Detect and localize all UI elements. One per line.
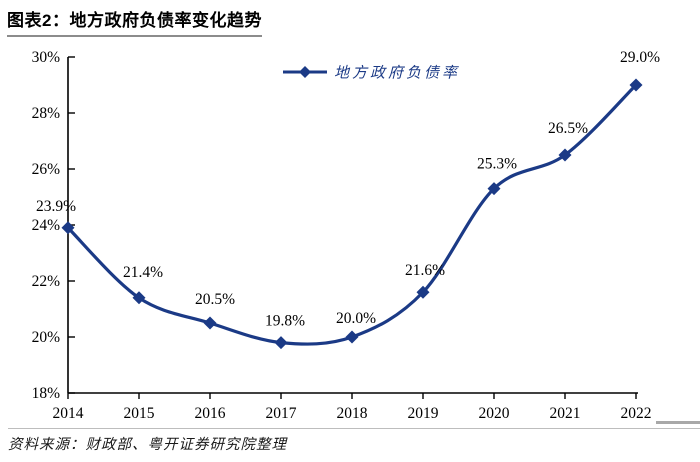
y-tick-label: 24% bbox=[32, 217, 61, 234]
data-point-marker-2021 bbox=[558, 148, 572, 162]
series-line bbox=[66, 83, 638, 346]
source-note: 资料来源：财政部、粤开证券研究院整理 bbox=[8, 437, 287, 453]
figure-title: 图表2：地方政府负债率变化趋势 bbox=[7, 6, 262, 37]
data-point-label-2019: 21.6% bbox=[405, 262, 445, 279]
data-point-marker-2022 bbox=[629, 78, 643, 92]
y-tick-label: 30% bbox=[32, 49, 61, 66]
footer-divider-end-cap bbox=[656, 421, 700, 424]
legend-marker-icon bbox=[299, 66, 311, 78]
data-point-marker-2019 bbox=[416, 285, 430, 299]
data-point-label-2018: 20.0% bbox=[336, 310, 376, 327]
y-tick-label: 26% bbox=[32, 161, 61, 178]
legend-label: 地方政府负债率 bbox=[334, 65, 460, 82]
footer-divider bbox=[8, 428, 700, 429]
data-point-label-2022: 29.0% bbox=[620, 49, 660, 66]
x-tick-label: 2016 bbox=[195, 405, 226, 422]
data-point-marker-2017 bbox=[274, 336, 288, 350]
x-tick-label: 2017 bbox=[266, 405, 297, 422]
data-point-label-2017: 19.8% bbox=[265, 313, 305, 330]
data-point-marker-2014 bbox=[61, 221, 75, 235]
x-tick-label: 2019 bbox=[408, 405, 439, 422]
data-point-marker-2015 bbox=[132, 291, 146, 305]
x-tick-label: 2014 bbox=[53, 405, 84, 422]
data-point-marker-2020 bbox=[487, 182, 501, 196]
data-point-label-2014: 23.9% bbox=[36, 198, 76, 215]
x-tick-label: 2022 bbox=[621, 405, 652, 422]
y-tick-label: 22% bbox=[32, 273, 61, 290]
debt-ratio-line-chart: 18% 20% 22% 24% 26% 28% 30% 2014 2015 2016 2017 201… bbox=[32, 49, 661, 422]
data-point-label-2020: 25.3% bbox=[477, 156, 517, 173]
y-tick-label: 20% bbox=[32, 329, 61, 346]
x-tick-label: 2018 bbox=[337, 405, 368, 422]
y-tick-label: 28% bbox=[32, 105, 61, 122]
data-point-marker-2016 bbox=[203, 316, 217, 330]
x-tick-label: 2020 bbox=[479, 405, 510, 422]
x-tick-label: 2015 bbox=[124, 405, 155, 422]
x-tick-label: 2021 bbox=[550, 405, 581, 422]
data-point-label-2015: 21.4% bbox=[123, 264, 163, 281]
data-point-marker-2018 bbox=[345, 330, 359, 344]
data-point-label-2016: 20.5% bbox=[195, 291, 235, 308]
y-tick-label: 18% bbox=[32, 385, 61, 402]
data-point-label-2021: 26.5% bbox=[548, 120, 588, 137]
